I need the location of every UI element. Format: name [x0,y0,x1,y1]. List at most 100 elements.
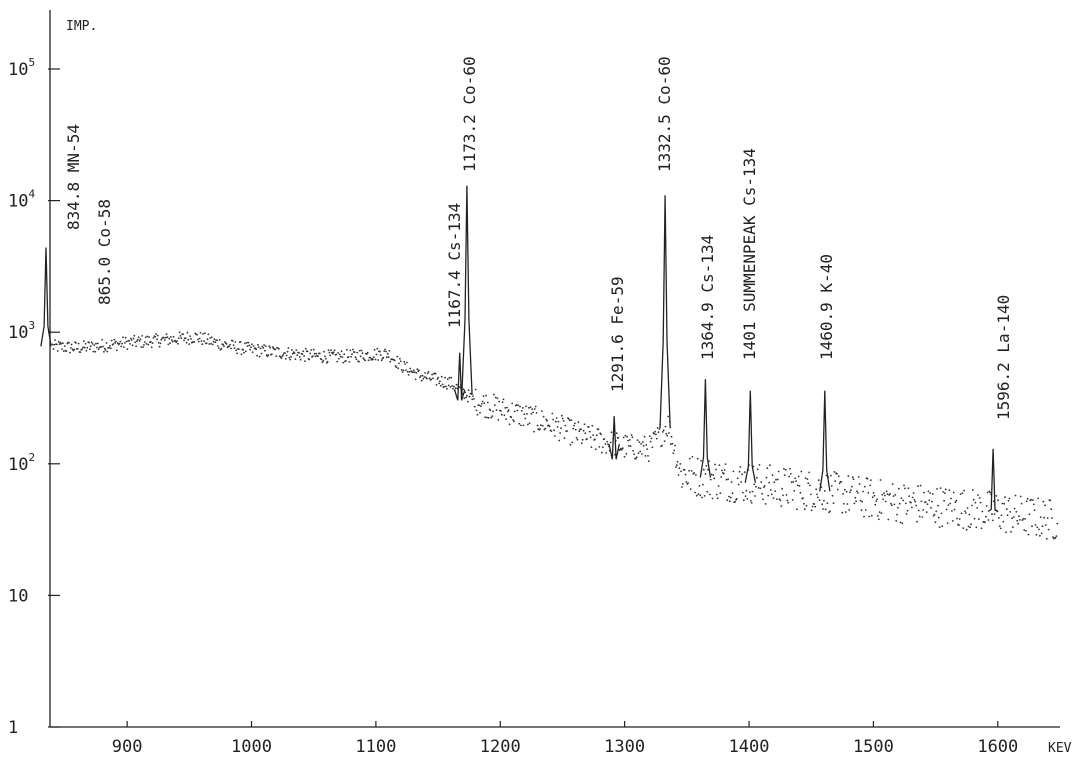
spectrum-point [505,418,507,420]
spectrum-point [274,348,277,351]
spectrum-point [894,494,897,496]
spectrum-point [89,345,92,348]
spectrum-point [436,378,439,380]
spectrum-point [933,513,936,516]
background-continuum [51,331,1059,540]
spectrum-point [737,483,740,486]
peak-spike [659,195,671,429]
spectrum-point [776,498,778,500]
spectrum-point [88,341,90,344]
spectrum-point [989,491,992,494]
spectrum-point [753,483,756,486]
spectrum-point [1046,517,1049,519]
spectrum-point [110,339,113,342]
spectrum-point [868,515,871,518]
y-tick-exponent: 5 [28,56,35,69]
spectrum-point [773,481,776,484]
spectrum-point [478,404,480,407]
spectrum-point [743,471,746,474]
spectrum-point [308,358,311,361]
spectrum-point [86,346,89,349]
spectrum-point [834,480,837,482]
spectrum-point [294,358,297,360]
spectrum-point [232,344,235,346]
spectrum-point [489,409,492,412]
spectrum-point [730,481,733,483]
spectrum-point [778,498,781,500]
spectrum-point [498,400,501,403]
spectrum-point [471,398,474,401]
spectrum-point [202,333,205,335]
spectrum-point [169,342,171,345]
spectrum-point [956,517,958,520]
spectrum-point [588,430,591,433]
spectrum-point [944,488,947,491]
spectrum-point [225,343,228,345]
spectrum-point [762,486,765,489]
spectrum-point [699,494,702,497]
spectrum-point [123,342,126,344]
spectrum-point [231,339,234,342]
spectrum-point [168,337,171,340]
spectrum-point [866,477,869,480]
spectrum-point [706,490,709,493]
spectrum-point [991,513,993,516]
spectrum-point [394,365,397,367]
spectrum-point [502,398,505,401]
spectrum-point [146,335,149,338]
spectrum-point [869,484,871,487]
spectrum-point [269,346,272,349]
spectrum-point [158,345,161,348]
spectrum-point [807,482,810,485]
spectrum-point [343,353,346,356]
spectrum-point [903,484,905,487]
spectrum-point [610,431,613,434]
spectrum-point [560,427,562,430]
spectrum-point [163,339,166,341]
spectrum-point [108,346,110,349]
spectrum-point [1055,535,1058,537]
spectrum-point [500,413,503,416]
spectrum-point [826,502,829,504]
spectrum-point [937,504,939,507]
peak-label: 1460.9 K-40 [817,254,836,360]
spectrum-point [951,520,954,522]
spectrum-point [527,423,529,426]
spectrum-point [435,384,438,386]
spectrum-point [144,336,147,339]
spectrum-point [536,424,539,427]
spectrum-point [815,488,817,491]
spectrum-point [578,430,581,433]
spectrum-point [954,501,957,504]
spectrum-point [916,520,918,523]
spectrum-point [914,500,917,503]
spectrum-point [449,386,452,388]
spectrum-point [832,502,835,504]
spectrum-point [623,455,626,458]
spectrum-point [804,477,807,479]
spectrum-point [847,475,850,478]
spectrum-point [960,512,963,515]
spectrum-point [450,376,453,379]
spectrum-point [418,369,420,372]
spectrum-point [695,474,697,476]
spectrum-point [73,348,76,351]
spectrum-point [580,428,582,431]
spectrum-point [288,356,291,359]
spectrum-point [441,383,444,386]
spectrum-point [93,344,96,347]
spectrum-point [739,466,742,468]
spectrum-point [875,500,878,502]
spectrum-point [529,406,532,409]
spectrum-point [993,513,996,515]
spectrum-point [123,346,125,348]
spectrum-point [496,397,499,400]
spectrum-point [917,485,919,488]
peak-spike [744,390,757,483]
spectrum-point [631,436,634,439]
spectrum-point [728,495,730,498]
spectrum-point [999,527,1002,530]
spectrum-point [516,409,519,412]
spectrum-point [177,337,180,339]
spectrum-point [831,494,834,497]
